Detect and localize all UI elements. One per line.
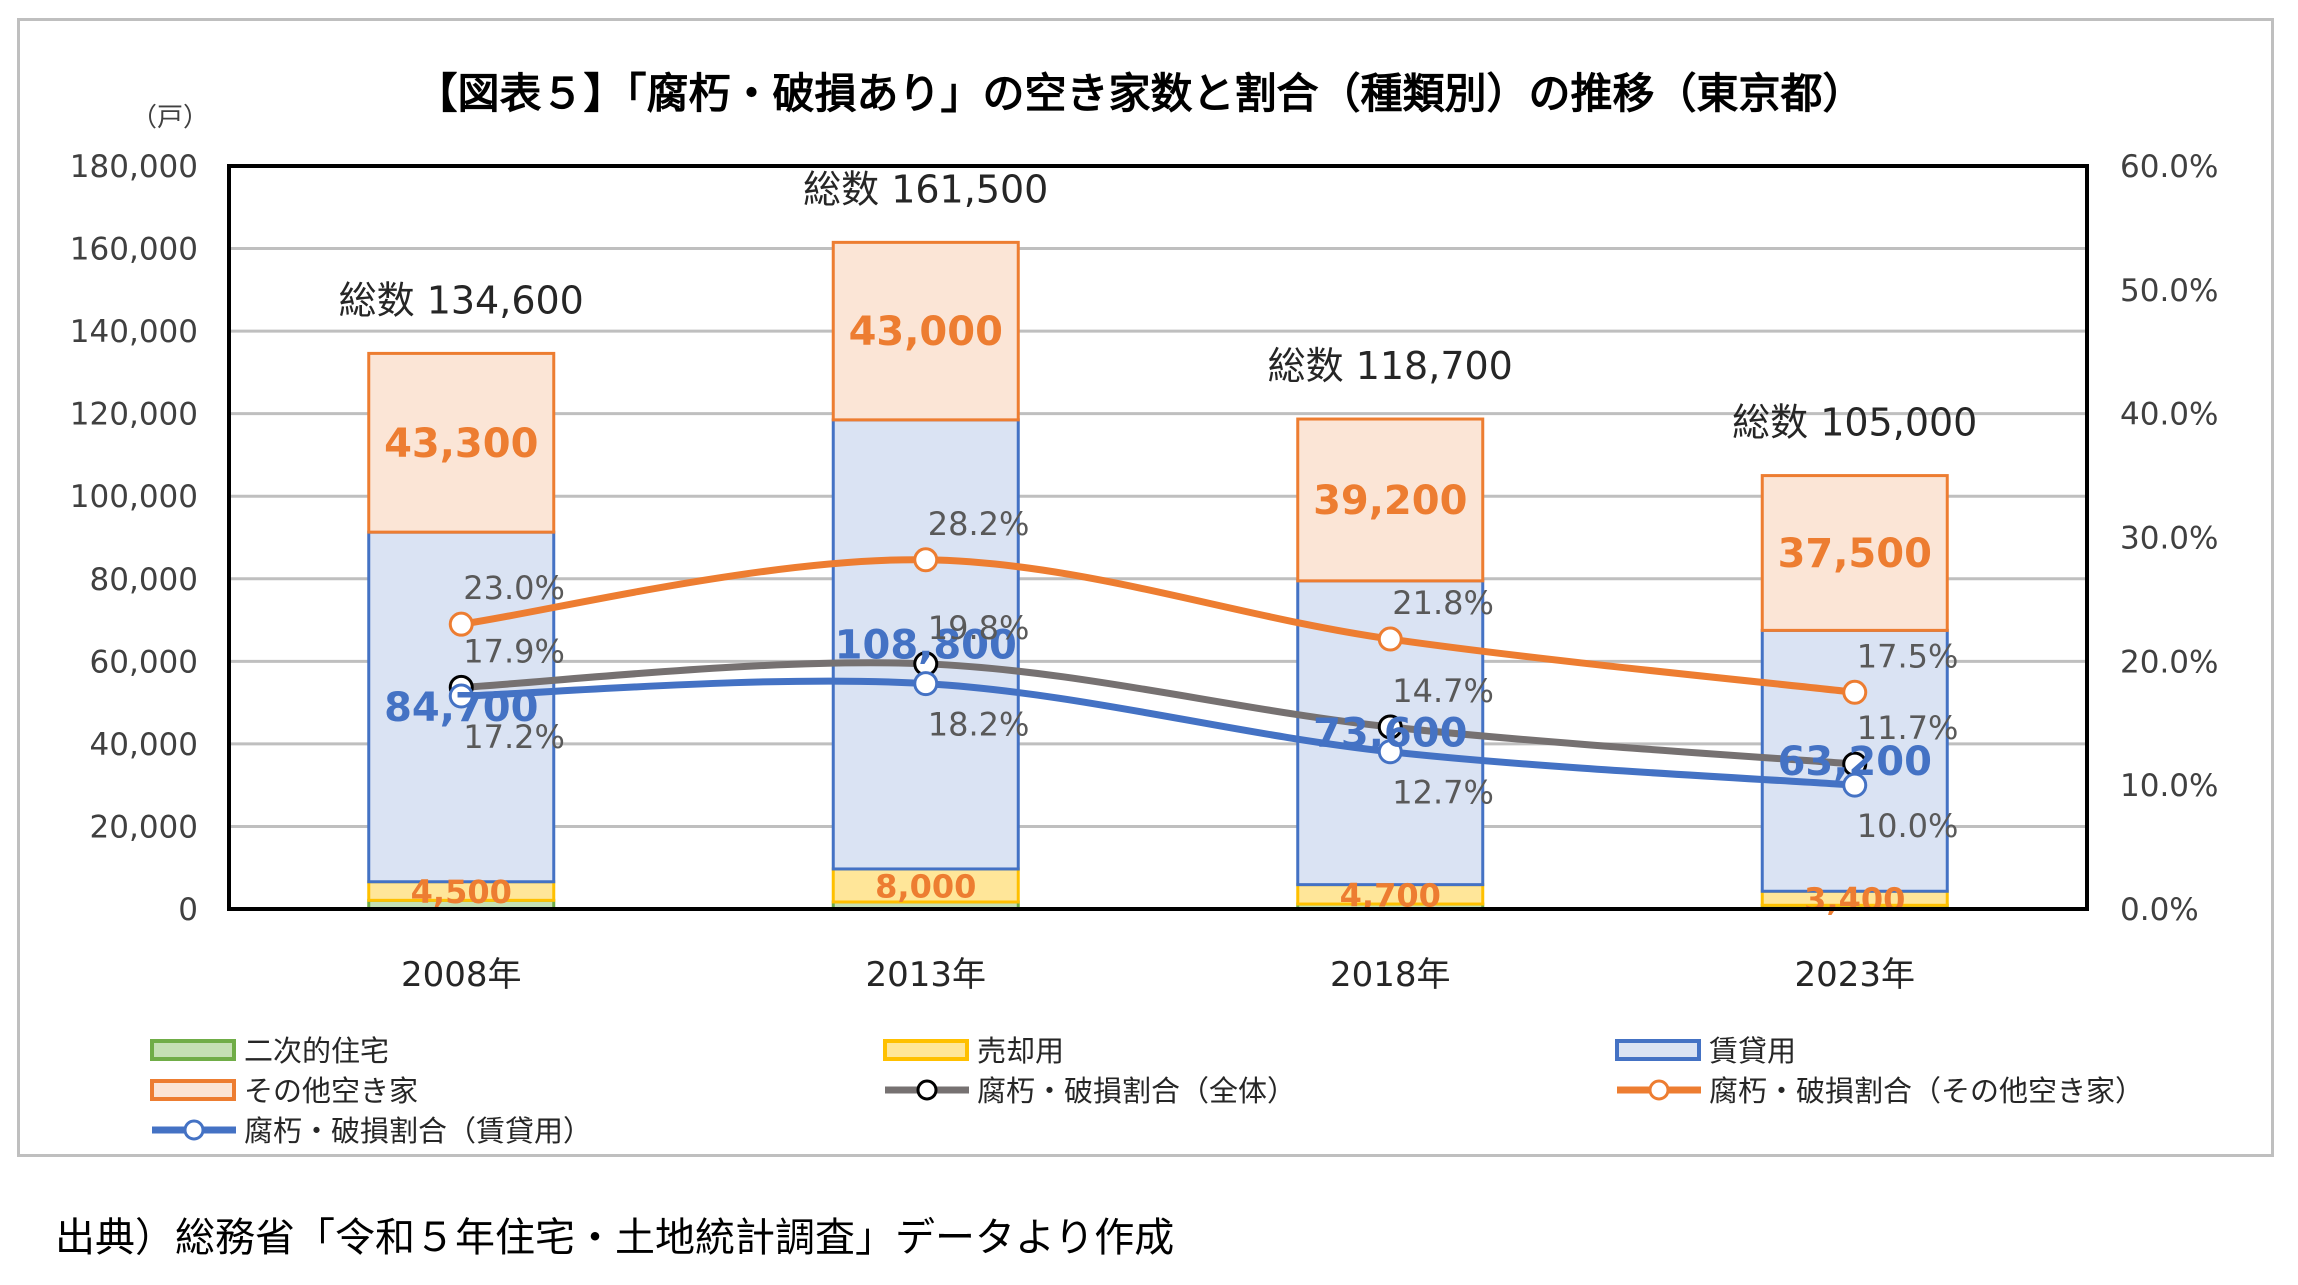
y-tick-label: 140,000 [70, 314, 198, 350]
y2-tick-label: 60.0% [2120, 149, 2218, 185]
legend-marker [916, 1079, 938, 1101]
y-tick-label: 160,000 [70, 232, 198, 268]
series-marker-1 [448, 611, 474, 637]
legend-swatch [150, 1079, 236, 1101]
legend-label: 腐朽・破損割合（賃貸用） [244, 1114, 592, 1148]
legend-label: 腐朽・破損割合（全体） [977, 1074, 1296, 1108]
legend-label: 売却用 [977, 1034, 1064, 1068]
total-label: 総数 161,500 [803, 167, 1048, 211]
percent-label: 28.2% [928, 505, 1030, 543]
legend-marker [183, 1119, 205, 1141]
bar-value-label: 8,000 [875, 867, 976, 905]
series-marker-2 [448, 683, 474, 709]
plot-area-border [227, 164, 2089, 911]
percent-label: 10.0% [1857, 807, 1959, 845]
series-marker-2 [1842, 772, 1868, 798]
y-tick-label: 180,000 [70, 149, 198, 185]
y-tick-label: 80,000 [90, 562, 198, 598]
y2-tick-label: 40.0% [2120, 397, 2218, 433]
y2-tick-label: 10.0% [2120, 768, 2218, 804]
y-tick-label: 120,000 [70, 397, 198, 433]
bar-value-label: 43,000 [849, 309, 1003, 355]
series-marker-2 [913, 671, 939, 697]
bar-value-label: 4,500 [411, 873, 512, 911]
bars [367, 240, 1949, 911]
y-tick-label: 0 [178, 892, 198, 928]
y2-tick-label: 20.0% [2120, 644, 2218, 680]
bar-value-label: 63,200 [1778, 739, 1932, 785]
percent-label: 12.7% [1392, 774, 1494, 812]
series-marker-0 [1377, 714, 1403, 740]
x-tick-label: 2018年 [1330, 955, 1451, 995]
bar-segment-2 [831, 418, 1020, 871]
lines [448, 547, 1868, 798]
x-tick-label: 2008年 [401, 955, 522, 995]
bar-value-label: 108,800 [835, 622, 1017, 668]
y-tick-label: 100,000 [70, 479, 198, 515]
series-marker-1 [913, 547, 939, 573]
percent-label: 23.0% [463, 569, 565, 607]
bar-segment-3 [1296, 417, 1485, 583]
legend-swatch [150, 1039, 236, 1061]
series-line-0 [461, 659, 1856, 768]
y-tick-label: 20,000 [90, 809, 198, 845]
chart-title: 【図表５】「腐朽・破損あり」の空き家数と割合（種類別）の推移（東京都） [415, 69, 1864, 118]
series-marker-1 [1842, 679, 1868, 705]
y2-tick-label: 30.0% [2120, 521, 2218, 557]
bar-value-label: 39,200 [1313, 478, 1467, 524]
percent-label: 17.5% [1857, 637, 1959, 675]
y-axis-unit: （戸） [131, 103, 209, 133]
total-label: 総数 105,000 [1732, 401, 1977, 445]
legend-label: その他空き家 [244, 1074, 418, 1108]
legend-label: 腐朽・破損割合（その他空き家） [1709, 1074, 2144, 1108]
legend-label: 賃貸用 [1709, 1034, 1796, 1068]
bar-value-label: 84,700 [384, 685, 538, 731]
source-note: 出典）総務省「令和５年住宅・土地統計調査」データより作成 [55, 1215, 1175, 1261]
legend-swatch [1615, 1039, 1701, 1061]
bar-value-label: 37,500 [1778, 531, 1932, 577]
axes: 0 20,000 40,000 60,000 80,000 100,000 120,000 1… [70, 149, 2219, 995]
percent-label: 17.2% [463, 718, 565, 756]
data-labels: 4,500 84,700 43,300 総数 134,600 8,000 108,800 4… [339, 167, 1978, 918]
y2-tick-label: 0.0% [2120, 892, 2199, 928]
percent-label: 21.8% [1392, 584, 1494, 622]
series-marker-2 [1377, 739, 1403, 765]
y-tick-label: 60,000 [90, 644, 198, 680]
y2-tick-label: 50.0% [2120, 273, 2218, 309]
percent-label: 14.7% [1392, 672, 1494, 710]
percent-label: 11.7% [1857, 709, 1959, 747]
bar-segment-3 [831, 240, 1020, 422]
total-label: 総数 134,600 [339, 278, 584, 322]
bar-value-label: 43,300 [384, 421, 538, 467]
x-tick-label: 2013年 [865, 955, 986, 995]
series-line-2 [461, 677, 1856, 789]
legend-swatch [883, 1039, 969, 1061]
bar-segment-3 [367, 351, 556, 534]
total-label: 総数 118,700 [1268, 344, 1513, 388]
percent-label: 18.2% [928, 706, 1030, 744]
percent-label: 17.9% [463, 632, 565, 670]
percent-label: 19.8% [928, 609, 1030, 647]
series-marker-1 [1377, 626, 1403, 652]
bar-value-label: 73,600 [1313, 711, 1467, 757]
y-tick-label: 40,000 [90, 727, 198, 763]
x-tick-label: 2023年 [1794, 955, 1915, 995]
bar-value-label: 3,400 [1804, 880, 1905, 918]
legend-label: 二次的住宅 [244, 1034, 389, 1068]
legend-marker [1648, 1079, 1670, 1101]
series-line-1 [460, 556, 1856, 696]
bar-segment-1 [831, 867, 1020, 904]
bar-segment-3 [1760, 474, 1949, 632]
